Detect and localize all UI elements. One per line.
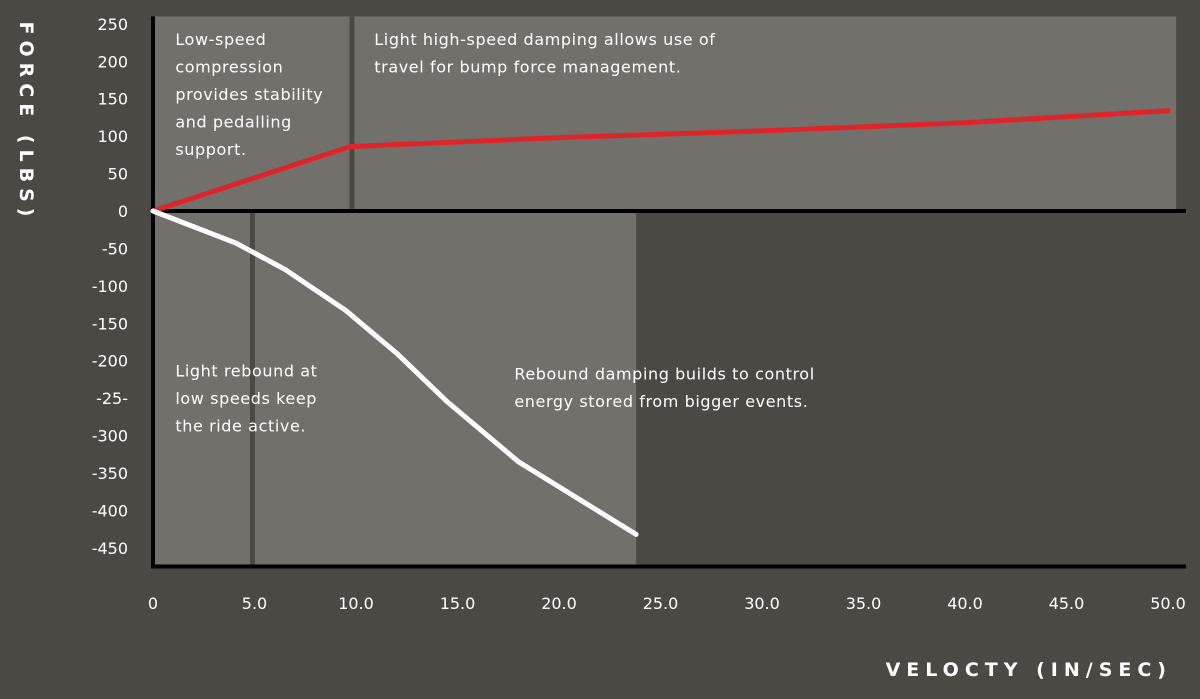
annotation-2-line: Light high-speed damping allows use of xyxy=(374,30,715,49)
annotation-3-line: low speeds keep xyxy=(175,389,317,408)
y-tick-label: -400 xyxy=(92,501,128,520)
y-tick-label: 0 xyxy=(118,202,128,221)
y-tick-label: -450 xyxy=(92,539,128,558)
annotation-3-line: Light rebound at xyxy=(175,361,317,380)
x-axis-label: VELOCTY (IN/SEC) xyxy=(886,659,1172,681)
x-axis-ticks: 0 5.0 10.0 15.0 20.0 25.0 30.0 35.0 40.0 45.0 50.0 xyxy=(148,594,1186,613)
x-tick-label: 5.0 xyxy=(242,594,267,613)
annotation-3: Light rebound at low speeds keep the ride … xyxy=(175,361,317,435)
y-tick-label: -300 xyxy=(92,427,128,446)
annotation-4-line: Rebound damping builds to control xyxy=(514,364,814,383)
region-dividers xyxy=(249,16,355,567)
shaded-region-2 xyxy=(356,16,1177,211)
annotation-2: Light high-speed damping allows use of tr… xyxy=(374,30,715,77)
y-tick-label: -150 xyxy=(92,314,128,333)
annotation-1-line: support. xyxy=(175,140,246,159)
y-tick-label: -25- xyxy=(96,389,128,408)
annotation-1-line: compression xyxy=(175,57,283,76)
y-tick-label: 150 xyxy=(97,90,128,109)
x-tick-label: 40.0 xyxy=(947,594,983,613)
x-tick-label: 15.0 xyxy=(440,594,476,613)
x-tick-label: 25.0 xyxy=(643,594,679,613)
y-tick-label: -50 xyxy=(102,239,128,258)
chart-annotations: Low-speed compression provides stability an… xyxy=(175,30,814,436)
x-tick-label: 45.0 xyxy=(1049,594,1085,613)
y-tick-label: 250 xyxy=(97,15,128,34)
shaded-region-3 xyxy=(153,211,255,567)
y-tick-label: -100 xyxy=(92,277,128,296)
x-tick-label: 30.0 xyxy=(744,594,780,613)
annotation-3-line: the ride active. xyxy=(175,416,306,435)
shaded-region-4 xyxy=(254,211,637,567)
x-tick-label: 35.0 xyxy=(846,594,882,613)
x-tick-label: 20.0 xyxy=(541,594,577,613)
annotation-1-line: Low-speed xyxy=(175,30,266,49)
y-tick-label: 50 xyxy=(108,165,128,184)
y-axis-ticks: 250 200 150 100 50 0 -50 -100 -150 -200 -25- -300 -3… xyxy=(92,15,128,558)
y-tick-label: 100 xyxy=(97,127,128,146)
chart-series xyxy=(150,108,1171,537)
y-axis-label: FORCE (LBS) xyxy=(15,22,37,223)
annotation-2-line: travel for bump force management. xyxy=(374,57,681,76)
annotation-4: Rebound damping builds to control energy … xyxy=(514,364,814,411)
compression-damping-line xyxy=(150,108,1171,214)
rebound-damping-line xyxy=(150,208,639,537)
annotation-1: Low-speed compression provides stability an… xyxy=(175,30,323,159)
annotation-1-line: and pedalling xyxy=(175,112,292,131)
x-tick-label: 0 xyxy=(148,594,158,613)
chart-regions xyxy=(153,16,1177,567)
x-tick-label: 10.0 xyxy=(338,594,374,613)
y-tick-label: -350 xyxy=(92,464,128,483)
y-tick-label: 200 xyxy=(97,52,128,71)
annotation-4-line: energy stored from bigger events. xyxy=(514,392,808,411)
x-tick-label: 50.0 xyxy=(1150,594,1186,613)
annotation-1-line: provides stability xyxy=(175,85,323,104)
chart-axes xyxy=(151,16,1186,569)
y-tick-label: -200 xyxy=(92,352,128,371)
